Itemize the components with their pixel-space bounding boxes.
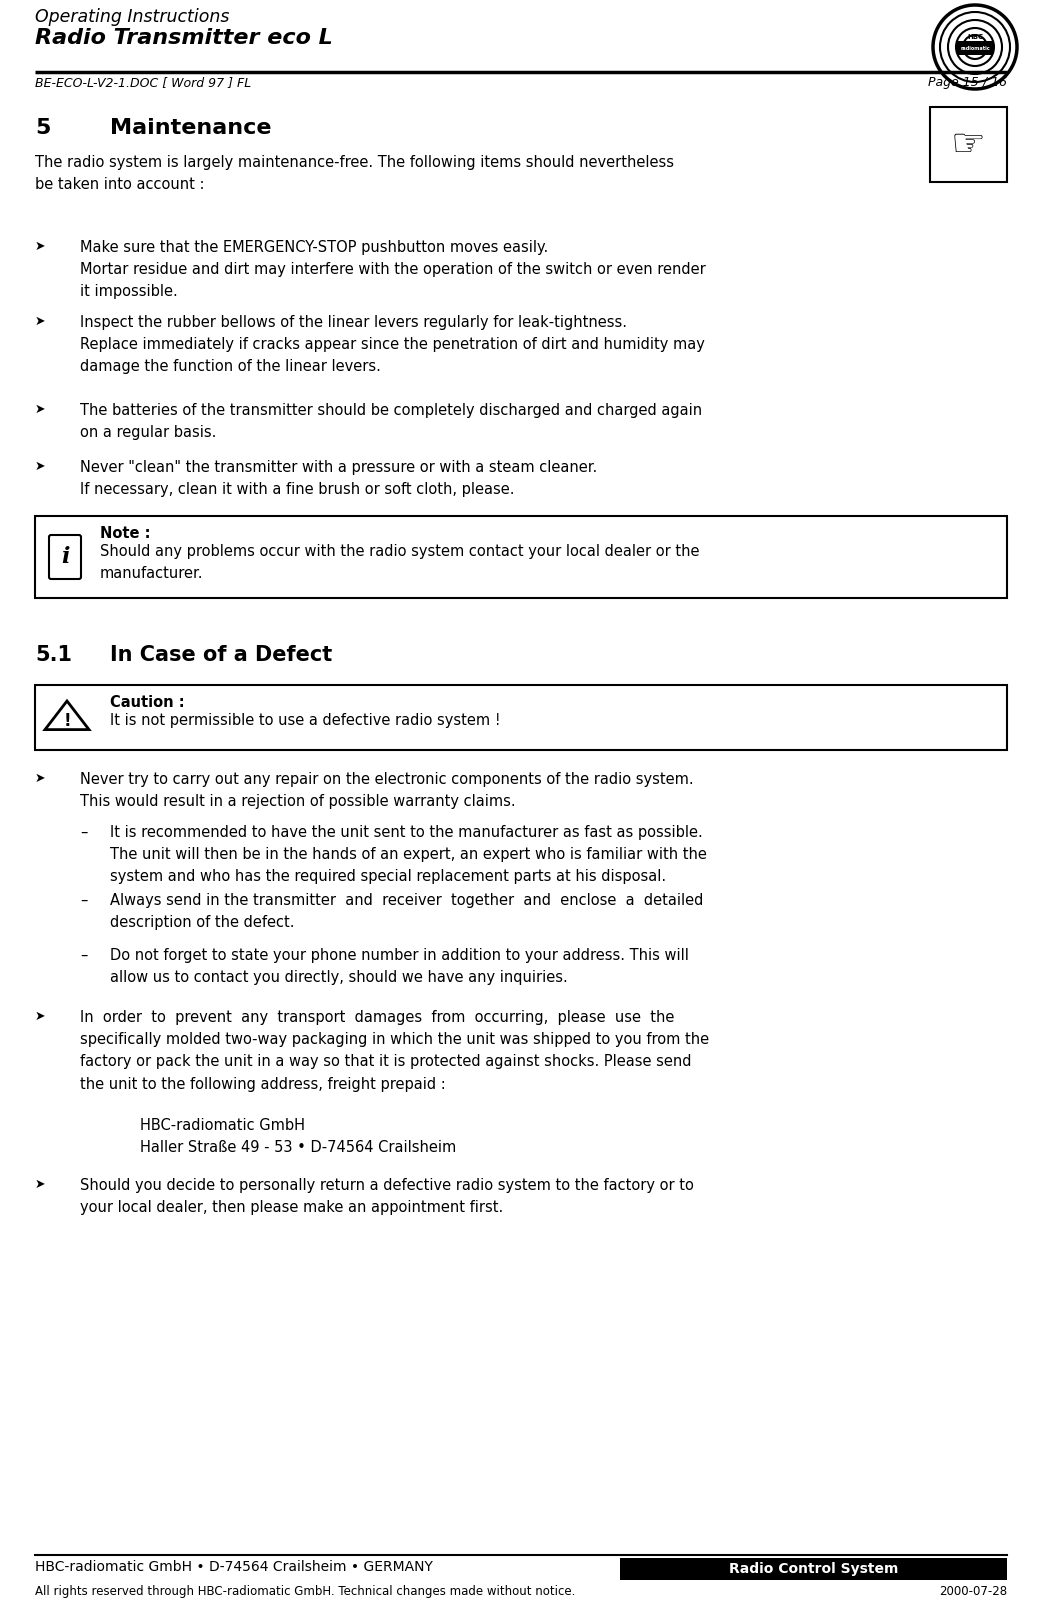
Text: HBC-radiomatic GmbH: HBC-radiomatic GmbH bbox=[140, 1119, 305, 1133]
Text: ➤: ➤ bbox=[35, 1178, 46, 1191]
Text: 5: 5 bbox=[35, 119, 51, 138]
Text: Make sure that the EMERGENCY-STOP pushbutton moves easily.
Mortar residue and di: Make sure that the EMERGENCY-STOP pushbu… bbox=[80, 241, 706, 300]
Bar bbox=[930, 108, 1007, 181]
Text: Should any problems occur with the radio system contact your local dealer or the: Should any problems occur with the radio… bbox=[100, 544, 700, 581]
Text: The radio system is largely maintenance-free. The following items should neverth: The radio system is largely maintenance-… bbox=[35, 156, 674, 193]
Text: Maintenance: Maintenance bbox=[110, 119, 272, 138]
Text: 5.1: 5.1 bbox=[35, 645, 72, 664]
Text: –: – bbox=[80, 825, 87, 839]
Text: 2000-07-28: 2000-07-28 bbox=[938, 1586, 1007, 1599]
Text: ➤: ➤ bbox=[35, 772, 46, 785]
Text: BE-ECO-L-V2-1.DOC [ Word 97 ] FL: BE-ECO-L-V2-1.DOC [ Word 97 ] FL bbox=[35, 75, 251, 88]
Text: The batteries of the transmitter should be completely discharged and charged aga: The batteries of the transmitter should … bbox=[80, 403, 702, 440]
Text: radiomatic: radiomatic bbox=[960, 45, 989, 50]
Text: ➤: ➤ bbox=[35, 1010, 46, 1022]
Text: Radio Transmitter eco L: Radio Transmitter eco L bbox=[35, 27, 333, 48]
Text: ☞: ☞ bbox=[951, 125, 986, 164]
Text: HBC-radiomatic GmbH • D-74564 Crailsheim • GERMANY: HBC-radiomatic GmbH • D-74564 Crailsheim… bbox=[35, 1560, 432, 1575]
Text: Should you decide to personally return a defective radio system to the factory o: Should you decide to personally return a… bbox=[80, 1178, 694, 1215]
Text: Never "clean" the transmitter with a pressure or with a steam cleaner.
If necess: Never "clean" the transmitter with a pre… bbox=[80, 461, 597, 498]
Text: i: i bbox=[61, 546, 69, 568]
Text: –: – bbox=[80, 892, 87, 908]
Text: HBC: HBC bbox=[966, 34, 983, 40]
Text: Page 15 / 16: Page 15 / 16 bbox=[928, 75, 1007, 88]
Bar bbox=[620, 1558, 1007, 1579]
Text: Do not forget to state your phone number in addition to your address. This will
: Do not forget to state your phone number… bbox=[110, 949, 689, 985]
Text: ➤: ➤ bbox=[35, 461, 46, 473]
Text: –: – bbox=[80, 949, 87, 963]
Bar bbox=[35, 515, 1007, 599]
Text: It is not permissible to use a defective radio system !: It is not permissible to use a defective… bbox=[110, 713, 501, 729]
Bar bbox=[957, 42, 993, 55]
Text: All rights reserved through HBC-radiomatic GmbH. Technical changes made without : All rights reserved through HBC-radiomat… bbox=[35, 1586, 576, 1599]
Text: Caution :: Caution : bbox=[110, 695, 185, 709]
Text: In  order  to  prevent  any  transport  damages  from  occurring,  please  use  : In order to prevent any transport damage… bbox=[80, 1010, 709, 1091]
Text: ➤: ➤ bbox=[35, 241, 46, 254]
Text: ➤: ➤ bbox=[35, 403, 46, 416]
Text: ➤: ➤ bbox=[35, 315, 46, 327]
Text: Inspect the rubber bellows of the linear levers regularly for leak-tightness.
Re: Inspect the rubber bellows of the linear… bbox=[80, 315, 705, 374]
FancyBboxPatch shape bbox=[49, 534, 81, 579]
Bar bbox=[35, 685, 1007, 750]
Text: It is recommended to have the unit sent to the manufacturer as fast as possible.: It is recommended to have the unit sent … bbox=[110, 825, 707, 884]
Text: Radio Control System: Radio Control System bbox=[729, 1562, 898, 1576]
Text: Note :: Note : bbox=[100, 526, 150, 541]
Text: Operating Instructions: Operating Instructions bbox=[35, 8, 229, 26]
Text: !: ! bbox=[63, 713, 71, 730]
Text: Never try to carry out any repair on the electronic components of the radio syst: Never try to carry out any repair on the… bbox=[80, 772, 694, 809]
Text: Haller Straße 49 - 53 • D-74564 Crailsheim: Haller Straße 49 - 53 • D-74564 Crailshe… bbox=[140, 1140, 456, 1156]
Text: In Case of a Defect: In Case of a Defect bbox=[110, 645, 332, 664]
Text: Always send in the transmitter  and  receiver  together  and  enclose  a  detail: Always send in the transmitter and recei… bbox=[110, 892, 703, 931]
